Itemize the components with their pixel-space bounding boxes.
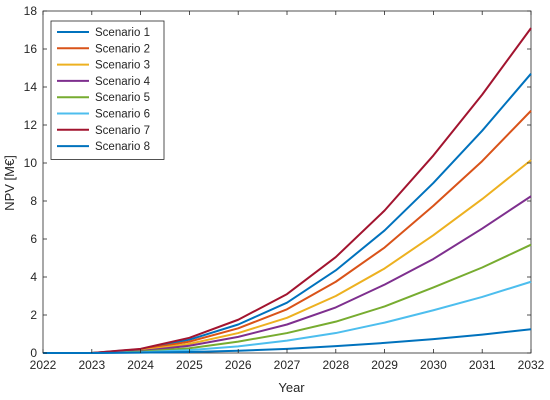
series-line-7	[43, 27, 532, 354]
y-tick-label: 0	[30, 346, 37, 360]
y-tick-label: 12	[24, 118, 38, 132]
legend-label: Scenario 4	[95, 76, 151, 88]
series-line-8	[43, 328, 532, 354]
x-tick-label: 2026	[225, 358, 252, 372]
legend-label: Scenario 8	[95, 141, 150, 153]
axes: 2022 2023 2024 2025 2026 2027 2028 2029 2030 2031…	[24, 4, 545, 372]
legend-label: Scenario 2	[95, 43, 150, 55]
series-lines	[43, 27, 532, 354]
legend-label: Scenario 3	[95, 60, 150, 72]
legend-entry-3: Scenario 3	[57, 60, 150, 72]
x-tick-label: 2031	[469, 358, 496, 372]
y-tick-label: 10	[24, 156, 38, 170]
x-tick-label: 2023	[78, 358, 105, 372]
y-tick-label: 14	[24, 80, 38, 94]
x-tick-label: 2025	[176, 358, 203, 372]
legend-entry-1: Scenario 1	[57, 27, 150, 39]
legend: Scenario 1 Scenario 2 Scenario 3 Scenario 4…	[50, 20, 165, 160]
legend-entry-8: Scenario 8	[57, 141, 150, 153]
x-tick-label: 2032	[518, 358, 545, 372]
y-tick-label: 4	[30, 270, 37, 284]
legend-entry-6: Scenario 6	[57, 109, 150, 121]
x-axis-label: Year	[278, 380, 305, 395]
legend-label: Scenario 7	[95, 125, 150, 137]
legend-label: Scenario 1	[95, 27, 150, 39]
y-tick-label: 18	[24, 4, 38, 18]
legend-entry-2: Scenario 2	[57, 43, 150, 55]
x-tick-label: 2030	[420, 358, 447, 372]
x-tick-label: 2022	[30, 358, 57, 372]
y-axis-label: NPV [M€]	[2, 155, 17, 211]
legend-label: Scenario 5	[95, 92, 150, 104]
y-tick-label: 8	[30, 194, 37, 208]
legend-entry-7: Scenario 7	[57, 125, 150, 137]
y-tick-label: 16	[24, 42, 38, 56]
legend-box	[50, 20, 165, 160]
x-tick-label: 2029	[371, 358, 398, 372]
x-tick-label: 2024	[127, 358, 154, 372]
legend-entry-4: Scenario 4	[57, 76, 151, 88]
x-tick-label: 2027	[274, 358, 301, 372]
legend-label: Scenario 6	[95, 109, 150, 121]
x-tick-label: 2028	[322, 358, 349, 372]
y-tick-label: 6	[30, 232, 37, 246]
legend-entry-5: Scenario 5	[57, 92, 150, 104]
y-tick-label: 2	[30, 308, 37, 322]
